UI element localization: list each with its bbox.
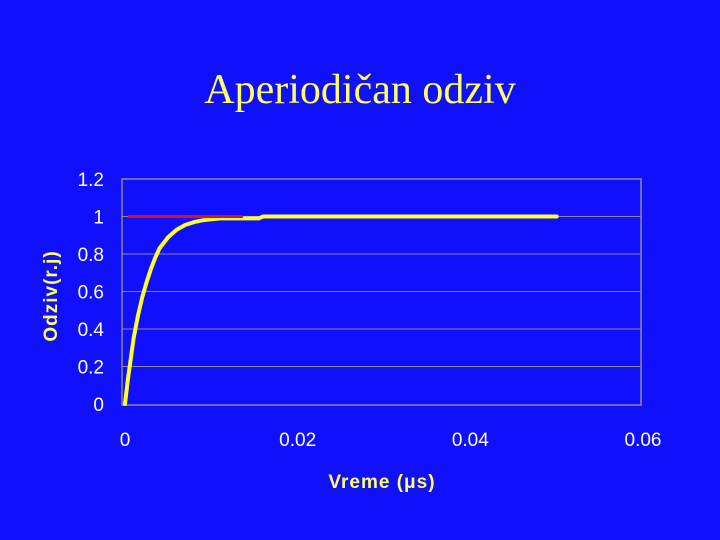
- y-tick-label: 1.2: [78, 170, 104, 191]
- x-tick-label: 0.04: [452, 430, 489, 451]
- y-tick-label: 0: [93, 395, 104, 416]
- y-tick-labels: 0 0.2 0.4 0.6 0.8 1 1.2: [78, 170, 105, 416]
- y-tick-label: 0.2: [78, 358, 104, 379]
- grid-lines: [122, 178, 641, 367]
- slide-title: Aperiodičan odziv: [204, 67, 516, 113]
- y-tick-label: 0.4: [78, 320, 105, 341]
- y-axis-title: Odziv(r.j): [41, 250, 62, 341]
- x-tick-label: 0: [120, 430, 131, 451]
- y-tick-label: 0.6: [78, 283, 104, 304]
- x-axis-title: Vreme (μs): [328, 472, 435, 493]
- y-tick-label: 0.8: [78, 245, 104, 266]
- x-tick-labels: 0 0.02 0.04 0.06: [120, 430, 662, 451]
- x-tick-label: 0.02: [279, 430, 316, 451]
- y-tick-label: 1: [93, 208, 104, 229]
- x-tick-label: 0.06: [625, 430, 662, 451]
- series-group: [123, 214, 559, 406]
- response-series-line: [123, 214, 559, 406]
